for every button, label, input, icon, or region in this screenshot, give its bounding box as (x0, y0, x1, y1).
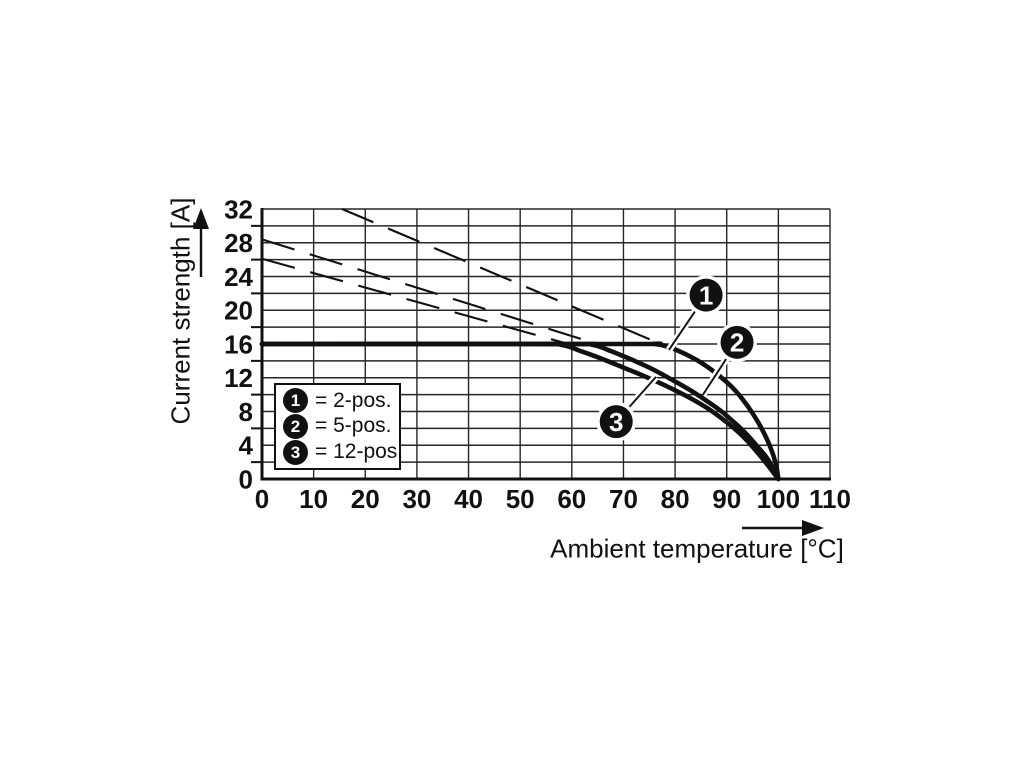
legend-label-2pos: = 2-pos. (315, 388, 392, 412)
y-tick-label-12: 12 (224, 363, 253, 393)
callout-badge-2 (720, 325, 754, 359)
legend-marker-3: 3 (283, 439, 308, 465)
legend-label-12pos: = 12-pos. (315, 440, 404, 464)
callout-badge-label-3: 3 (609, 407, 623, 437)
legend-marker-2: 2 (283, 413, 308, 439)
y-tick-label-4: 4 (239, 431, 254, 461)
x-tick-label-40: 40 (454, 484, 483, 514)
legend: 1 = 2-pos. 2 = 5-pos. 3 = 12-pos. (274, 383, 403, 470)
x-tick-label-0: 0 (255, 484, 269, 514)
y-tick-label-8: 8 (239, 397, 253, 427)
legend-item-5pos: 2 = 5-pos. (283, 413, 395, 439)
legend-item-12pos: 3 = 12-pos. (283, 439, 403, 465)
x-tick-label-20: 20 (351, 484, 380, 514)
legend-label-5pos: = 5-pos. (315, 414, 392, 438)
callout-badge-label-2: 2 (730, 328, 744, 358)
y-tick-label-32: 32 (224, 194, 253, 224)
curve-5pos (259, 341, 781, 482)
legend-item-2pos: 1 = 2-pos. (283, 388, 395, 414)
y-tick-label-28: 28 (224, 228, 253, 258)
x-tick-label-80: 80 (661, 484, 690, 514)
x-tick-label-70: 70 (609, 484, 638, 514)
callout-badge-label-1: 1 (699, 280, 713, 310)
x-tick-label-90: 90 (712, 484, 741, 514)
x-tick-label-60: 60 (557, 484, 586, 514)
x-axis-title: Ambient temperature [°C] (550, 533, 844, 564)
curve-2pos (259, 341, 781, 482)
y-axis-title: Current strength [A] (165, 197, 196, 425)
extrapolation-2pos-dashed-line (341, 208, 666, 347)
x-tick-label-100: 100 (757, 484, 800, 514)
extrapolation-12pos-dashed-line (261, 257, 575, 347)
right-arrow-icon (802, 520, 824, 536)
y-tick-label-16: 16 (224, 329, 253, 359)
up-arrow-icon (193, 208, 209, 229)
extrapolation-5pos-dashed-line (261, 238, 604, 347)
callout-badge-1 (689, 278, 723, 312)
y-tick-label-20: 20 (224, 296, 253, 326)
x-tick-label-10: 10 (299, 484, 328, 514)
y-tick-label-24: 24 (224, 262, 253, 292)
curve-12pos (259, 341, 781, 482)
legend-marker-1: 1 (283, 388, 308, 414)
x-tick-label-30: 30 (402, 484, 431, 514)
callout-badge-3 (599, 405, 633, 439)
y-tick-label-0: 0 (239, 464, 253, 494)
x-tick-label-110: 110 (809, 484, 851, 514)
x-tick-label-50: 50 (506, 484, 535, 514)
